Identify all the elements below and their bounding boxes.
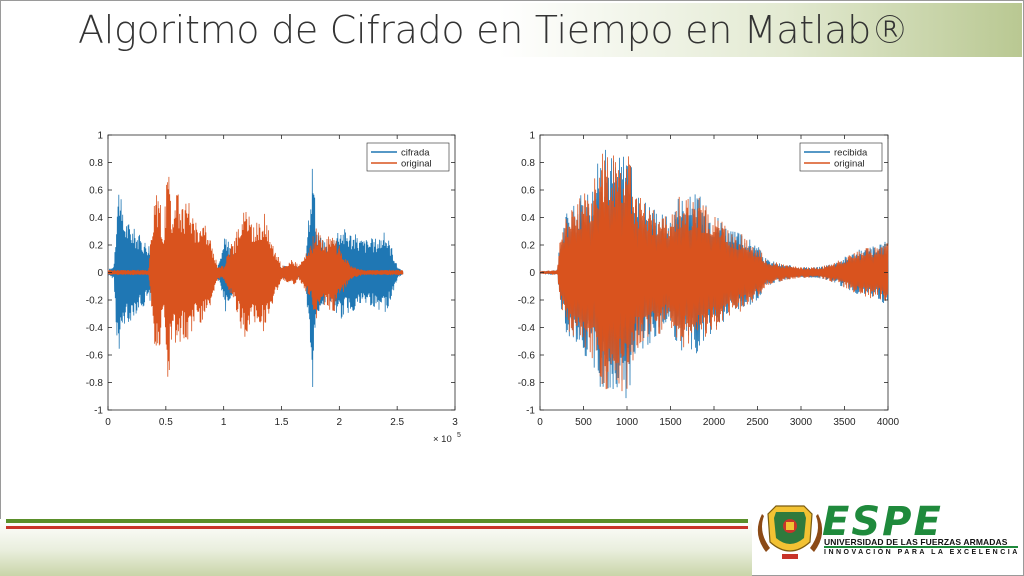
x-tick-label: 4000 <box>877 417 900 428</box>
slide-title: Algoritmo de Cifrado en Tiempo en Matlab… <box>78 8 909 52</box>
legend-label-original: original <box>401 159 432 170</box>
x-tick-label: 2000 <box>703 417 726 428</box>
legend-label-original: original <box>834 159 865 170</box>
y-tick-label: 0.6 <box>521 186 535 197</box>
x-exponent-power: 5 <box>457 432 461 439</box>
x-exponent-label: × 10 <box>433 434 452 445</box>
y-tick-label: 0 <box>529 268 535 279</box>
x-tick-label: 2.5 <box>390 417 404 428</box>
legend-box <box>366 142 450 172</box>
x-tick-label: 3000 <box>790 417 813 428</box>
brand-divider <box>824 546 1018 548</box>
y-tick-label: -0.4 <box>518 323 536 334</box>
y-tick-label: -0.6 <box>86 351 104 362</box>
legend-label-recibida: recibida <box>834 148 868 159</box>
y-tick-label: -0.4 <box>86 323 104 334</box>
y-tick-label: 1 <box>97 131 103 142</box>
x-tick-label: 1000 <box>616 417 639 428</box>
footer-line-red <box>6 526 748 529</box>
series-line-original <box>107 176 404 377</box>
y-tick-label: 0.6 <box>89 186 103 197</box>
legend-label-cifrada: cifrada <box>401 148 430 159</box>
y-tick-label: -1 <box>526 406 535 417</box>
y-tick-label: 0.2 <box>89 241 103 252</box>
y-tick-label: 0.8 <box>521 158 535 169</box>
x-tick-label: 500 <box>575 417 592 428</box>
espe-crest-icon <box>757 505 823 559</box>
y-tick-label: 1 <box>529 131 535 142</box>
y-tick-label: -0.2 <box>518 296 536 307</box>
y-tick-label: 0.4 <box>89 213 103 224</box>
y-tick-label: 0.4 <box>521 213 535 224</box>
y-tick-label: -0.8 <box>86 378 104 389</box>
y-tick-label: 0.8 <box>89 158 103 169</box>
title-band <box>70 3 1022 57</box>
legend-box <box>799 142 883 172</box>
chart-recibida-vs-original: 10.80.60.40.20-0.2-0.4-0.6-0.8-10 500 1000… <box>505 126 915 436</box>
series-line-original <box>539 153 889 392</box>
x-tick-label: 2 <box>337 417 343 428</box>
x-tick-label: 0 <box>105 417 111 428</box>
x-tick-label: 3 <box>452 417 458 428</box>
x-tick-label: 1500 <box>659 417 682 428</box>
y-tick-label: 0 <box>97 268 103 279</box>
university-motto: INNOVACIÓN PARA LA EXCELENCIA <box>824 549 1020 556</box>
y-tick-label: -1 <box>94 406 103 417</box>
x-tick-label: 0 <box>537 417 543 428</box>
y-tick-label: -0.6 <box>518 351 536 362</box>
y-tick-label: -0.8 <box>518 378 536 389</box>
footer-line-green <box>6 519 748 523</box>
x-tick-label: 1.5 <box>275 417 289 428</box>
y-tick-label: -0.2 <box>86 296 104 307</box>
chart-cifrada-vs-original: 10.80.60.40.20-0.2-0.4-0.6-0.8-10 0.5 1 1.5… <box>75 126 475 456</box>
x-tick-label: 3500 <box>833 417 856 428</box>
y-tick-label: 0.2 <box>521 241 535 252</box>
university-name: UNIVERSIDAD DE LAS FUERZAS ARMADAS <box>824 537 1008 547</box>
espe-wordmark: ESPE <box>822 499 943 545</box>
x-tick-label: 2500 <box>746 417 769 428</box>
x-tick-label: 0.5 <box>159 417 173 428</box>
x-tick-label: 1 <box>221 417 227 428</box>
